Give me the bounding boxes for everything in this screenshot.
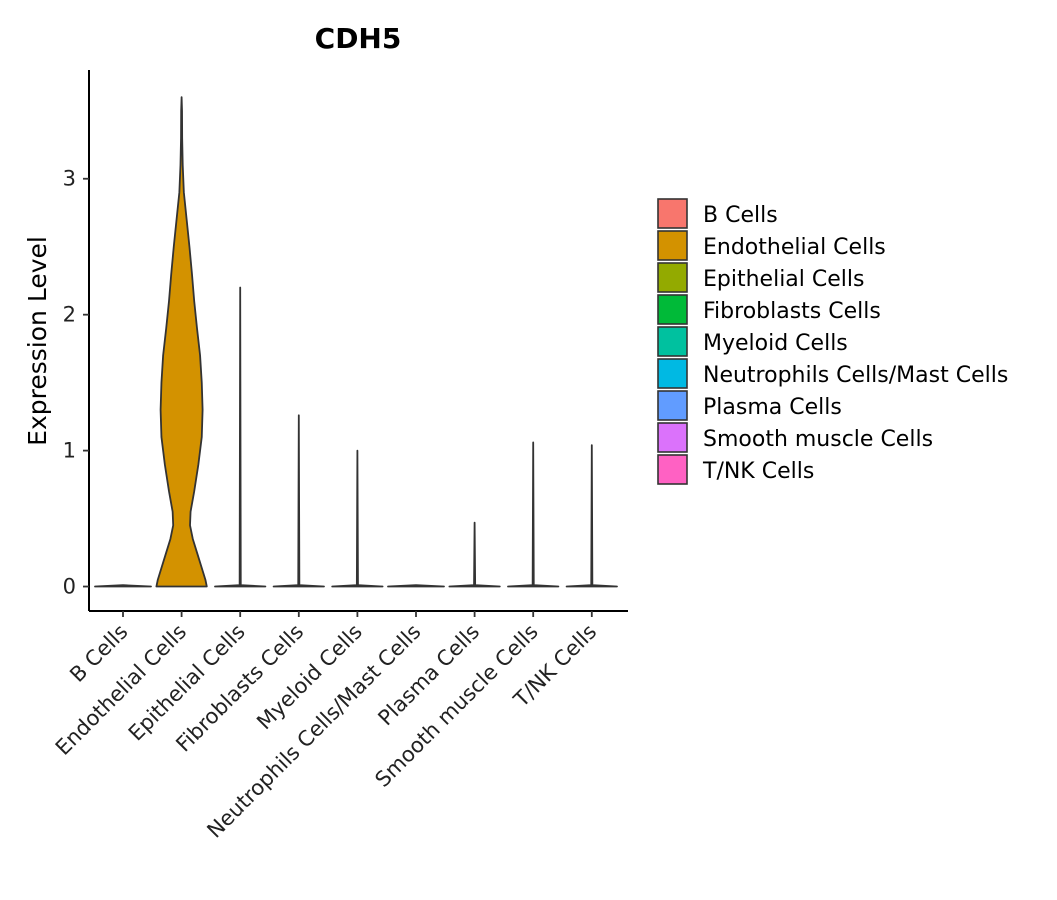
legend-label: T/NK Cells — [702, 459, 814, 484]
violin-fibroblasts-cells — [272, 414, 325, 588]
x-tick-label: Plasma Cells — [373, 620, 484, 731]
violin-neutrophils-cells-mast-cells — [387, 584, 445, 588]
legend-label: Epithelial Cells — [703, 267, 864, 292]
legend-label: B Cells — [703, 203, 778, 228]
violin-myeloid-cells — [331, 449, 384, 588]
violin-t-nk-cells — [565, 444, 618, 588]
y-tick-label: 2 — [63, 303, 76, 327]
y-tick-label: 3 — [63, 167, 76, 191]
y-tick-label: 1 — [63, 439, 76, 463]
legend-key — [657, 198, 688, 229]
violin-endothelial-cells — [155, 96, 208, 588]
legend-key — [657, 390, 688, 421]
y-axis-title: Expression Level — [23, 236, 52, 446]
violin-plasma-cells — [448, 521, 501, 588]
x-tick-label: Myeloid Cells — [252, 620, 367, 735]
legend: B Cells Endothelial Cells Epithelial Cells… — [657, 198, 1008, 485]
legend-label: Smooth muscle Cells — [703, 427, 933, 452]
plot-area — [94, 96, 618, 588]
y-tick-label: 0 — [63, 575, 76, 599]
legend-label: Plasma Cells — [703, 395, 842, 420]
x-tick-label: Neutrophils Cells/Mast Cells — [202, 620, 425, 843]
violin-b-cells — [94, 584, 152, 588]
legend-key — [657, 454, 688, 485]
legend-key — [657, 358, 688, 389]
violin-smooth-muscle-cells — [507, 441, 560, 588]
legend-key — [657, 326, 688, 357]
violin-epithelial-cells — [214, 286, 267, 588]
legend-key — [657, 262, 688, 293]
legend-label: Endothelial Cells — [703, 235, 886, 260]
legend-label: Fibroblasts Cells — [703, 299, 881, 324]
legend-key — [657, 230, 688, 261]
legend-label: Myeloid Cells — [703, 331, 848, 356]
chart-title: CDH5 — [315, 22, 402, 55]
legend-label: Neutrophils Cells/Mast Cells — [703, 363, 1008, 388]
legend-key — [657, 294, 688, 325]
legend-key — [657, 422, 688, 453]
